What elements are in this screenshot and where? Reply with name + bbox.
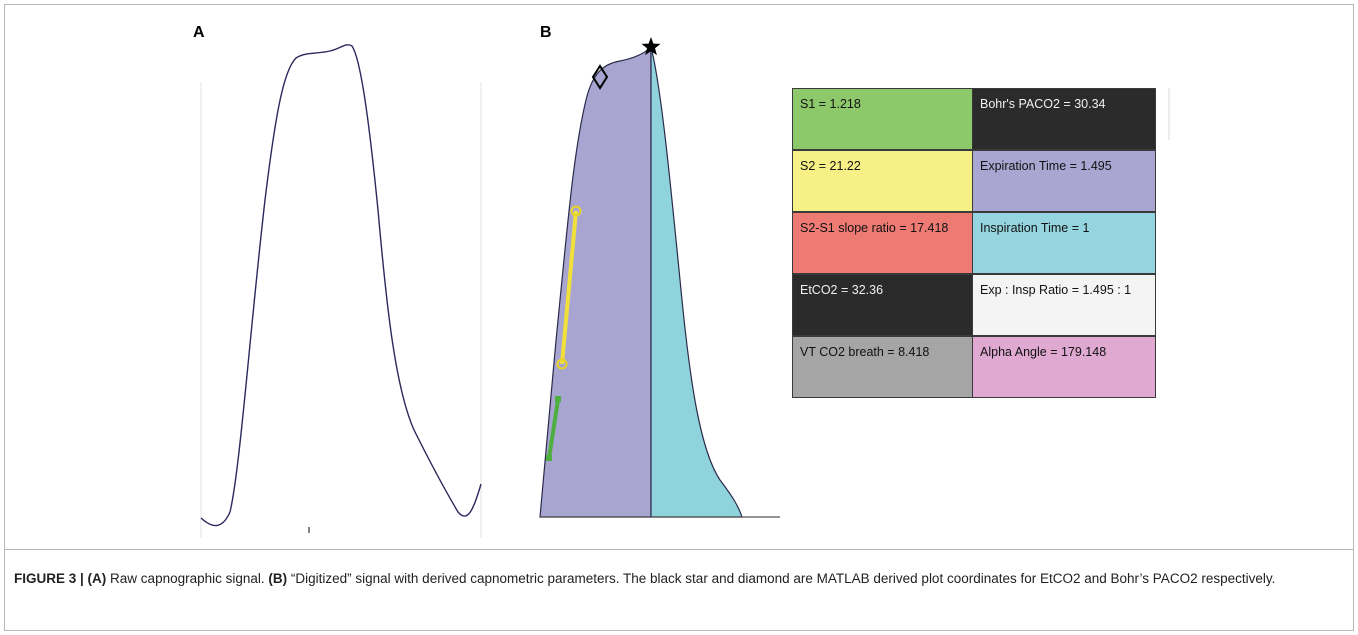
caption-a-text: Raw capnographic signal. (106, 571, 269, 586)
bohr-paco2-cell: Bohr's PACO2 = 30.34 (972, 88, 1156, 150)
s2-segment (560, 210, 578, 365)
panel-b-label: B (540, 24, 552, 41)
vt-co2-breath-cell: VT CO2 breath = 8.418 (792, 336, 974, 398)
caption-divider (5, 549, 1353, 550)
star-icon (641, 37, 661, 56)
exp-insp-ratio-cell: Exp : Insp Ratio = 1.495 : 1 (972, 274, 1156, 336)
figure-caption: FIGURE 3 | (A) Raw capnographic signal. … (14, 568, 1334, 589)
s2-start-marker (570, 205, 582, 217)
figure-frame (4, 4, 1354, 631)
s2-cell: S2 = 21.22 (792, 150, 974, 212)
panel-a-label: A (193, 24, 205, 41)
s1-start-marker (555, 396, 561, 402)
expiration-time-cell: Expiration Time = 1.495 (972, 150, 1156, 212)
expiration-area (539, 45, 652, 518)
slope-ratio-cell: S2-S1 slope ratio = 17.418 (792, 212, 974, 274)
diamond-icon (591, 64, 609, 90)
alpha-angle-cell: Alpha Angle = 179.148 (972, 336, 1156, 398)
caption-b-tag: (B) (268, 571, 288, 586)
s2-end-marker (556, 358, 568, 370)
s1-segment (547, 399, 560, 459)
caption-figure-number: FIGURE 3 | (14, 571, 88, 586)
s1-cell: S1 = 1.218 (792, 88, 974, 150)
inspiration-time-cell: Inspiration Time = 1 (972, 212, 1156, 274)
inspiration-area (650, 46, 743, 518)
s1-end-marker (546, 455, 552, 461)
raw-signal-trace (200, 44, 482, 527)
caption-b-text: “Digitized” signal with derived capnomet… (287, 571, 1276, 586)
caption-a-tag: (A) (87, 571, 107, 586)
etco2-cell: EtCO2 = 32.36 (792, 274, 974, 336)
